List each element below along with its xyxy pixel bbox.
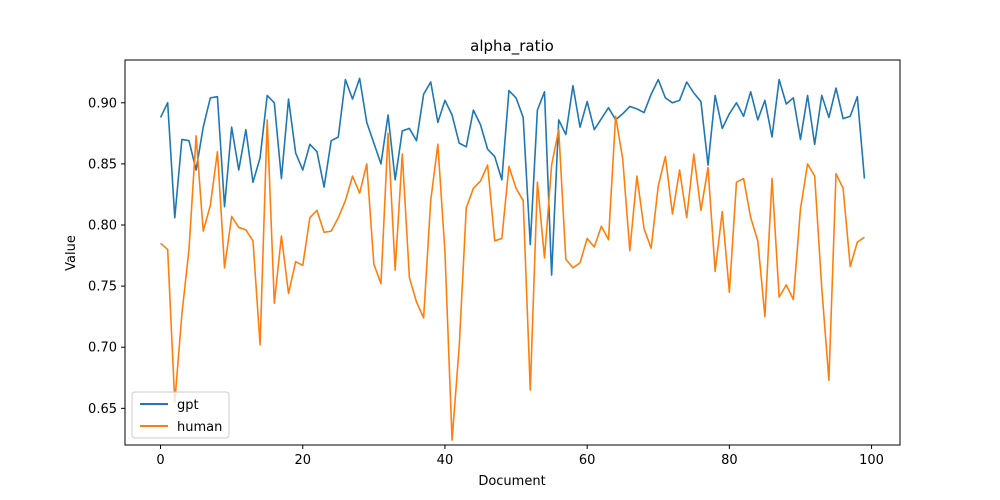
x-tick-label: 0 xyxy=(156,453,164,468)
x-axis-title: Document xyxy=(478,474,545,489)
legend-label-gpt: gpt xyxy=(177,398,199,413)
y-tick-label: 0.90 xyxy=(88,96,117,111)
plot-frame xyxy=(124,59,901,446)
y-tick-label: 0.80 xyxy=(88,219,117,234)
x-tick-label: 40 xyxy=(437,453,454,468)
y-tick-label: 0.70 xyxy=(88,341,117,356)
x-tick-label: 100 xyxy=(859,453,884,468)
chart-title: alpha_ratio xyxy=(470,37,554,56)
legend-label-human: human xyxy=(177,420,222,435)
series-line-gpt xyxy=(159,77,866,276)
y-axis: 0.65 0.70 0.75 0.80 0.85 0.90 xyxy=(88,96,125,417)
y-tick-label: 0.75 xyxy=(88,280,117,295)
plot-lines xyxy=(159,77,866,441)
y-axis-title: Value xyxy=(64,235,79,271)
x-tick-label: 80 xyxy=(721,453,738,468)
y-tick-label: 0.85 xyxy=(88,157,117,172)
x-axis: 0 20 40 60 80 100 xyxy=(156,445,884,468)
series-line-human xyxy=(160,115,865,441)
x-tick-label: 60 xyxy=(579,453,596,468)
y-tick-label: 0.65 xyxy=(88,402,117,417)
legend: gpt human xyxy=(131,391,230,439)
x-tick-label: 20 xyxy=(294,453,311,468)
